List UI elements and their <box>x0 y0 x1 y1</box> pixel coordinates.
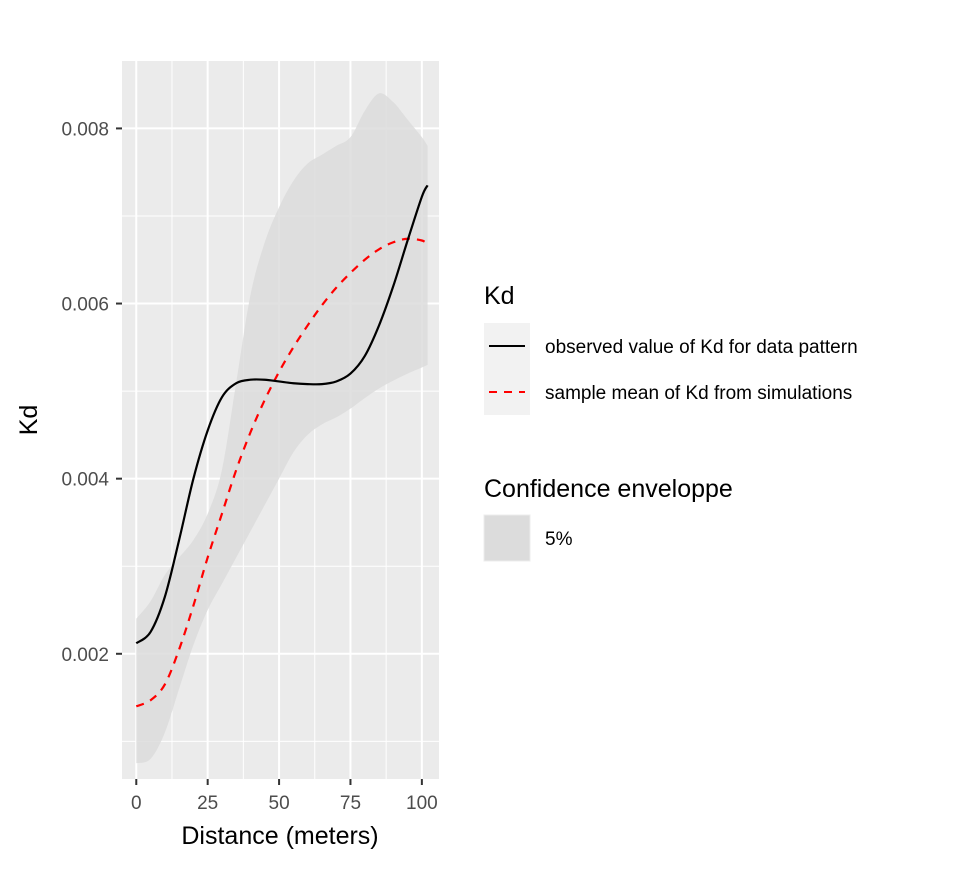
series-line-observed <box>135 184 429 645</box>
legend-label-observed: observed value of Kd for data pattern <box>545 337 858 358</box>
legend-confidence: Confidence enveloppe 5% <box>483 475 733 562</box>
x-axis: 0 25 50 75 100 <box>131 779 438 814</box>
y-tick-label: 0.002 <box>61 645 109 666</box>
series-line-mean <box>135 237 429 708</box>
envelope-layer <box>136 93 428 764</box>
y-axis: 0.002 0.004 0.006 0.008 <box>61 119 122 666</box>
y-axis-title: Kd <box>15 405 43 436</box>
x-axis-title: Distance (meters) <box>181 822 378 850</box>
x-tick-label: 50 <box>269 793 290 814</box>
legend-confidence-title: Confidence enveloppe <box>484 475 733 503</box>
legend-kd: Kd observed value of Kd for data pattern… <box>484 282 858 415</box>
y-tick-label: 0.008 <box>61 119 109 140</box>
legend-label-mean: sample mean of Kd from simulations <box>545 383 852 404</box>
x-tick-label: 0 <box>131 793 142 814</box>
y-tick-label: 0.004 <box>61 470 109 491</box>
legend-key-envelope <box>483 514 531 562</box>
y-tick-label: 0.006 <box>61 295 109 316</box>
x-tick-label: 75 <box>340 793 361 814</box>
legend-kd-title: Kd <box>484 282 515 310</box>
x-tick-label: 25 <box>197 793 218 814</box>
x-tick-label: 100 <box>406 793 438 814</box>
confidence-envelope <box>136 93 428 764</box>
series-layer <box>135 184 429 708</box>
legend-label-envelope: 5% <box>545 529 573 550</box>
